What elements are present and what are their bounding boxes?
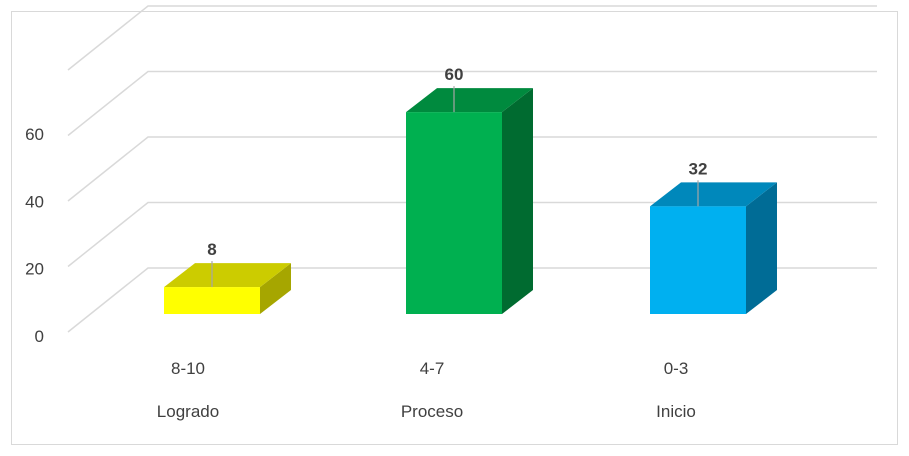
gridline (67, 201, 877, 268)
category-name-label: Inicio (656, 402, 696, 421)
data-label: 32 (689, 159, 708, 178)
gridline (67, 70, 877, 137)
category-name-label: Proceso (401, 402, 463, 421)
bar: 60 (406, 65, 533, 314)
gridline (67, 136, 877, 202)
bar-top (164, 263, 291, 288)
bar-top (650, 182, 777, 207)
y-axis-ticks: 0 20 40 60 (25, 125, 44, 346)
y-tick-label: 0 (35, 327, 44, 346)
category-range-label: 8-10 (171, 359, 205, 378)
bar-side (746, 182, 777, 314)
gridline (67, 267, 877, 333)
category-name-label: Logrado (157, 402, 219, 421)
bar-top (406, 88, 533, 113)
bar-front (406, 112, 502, 314)
bar: 8 (164, 240, 291, 314)
bar-side (502, 88, 533, 314)
gridline (67, 5, 877, 71)
bar-side (260, 263, 291, 314)
gridlines (67, 5, 877, 333)
bars: 8 60 32 (164, 65, 777, 314)
bar-front (164, 287, 260, 314)
bar-front (650, 206, 746, 314)
y-tick-label: 40 (25, 192, 44, 211)
category-range-label: 4-7 (420, 359, 445, 378)
category-range-label: 0-3 (664, 359, 689, 378)
y-tick-label: 20 (25, 260, 44, 279)
data-label: 8 (207, 240, 216, 259)
bar: 32 (650, 159, 777, 314)
category-labels: 8-10 Logrado 4-7 Proceso 0-3 Inicio (157, 359, 696, 421)
y-tick-label: 60 (25, 125, 44, 144)
data-label: 60 (445, 65, 464, 84)
